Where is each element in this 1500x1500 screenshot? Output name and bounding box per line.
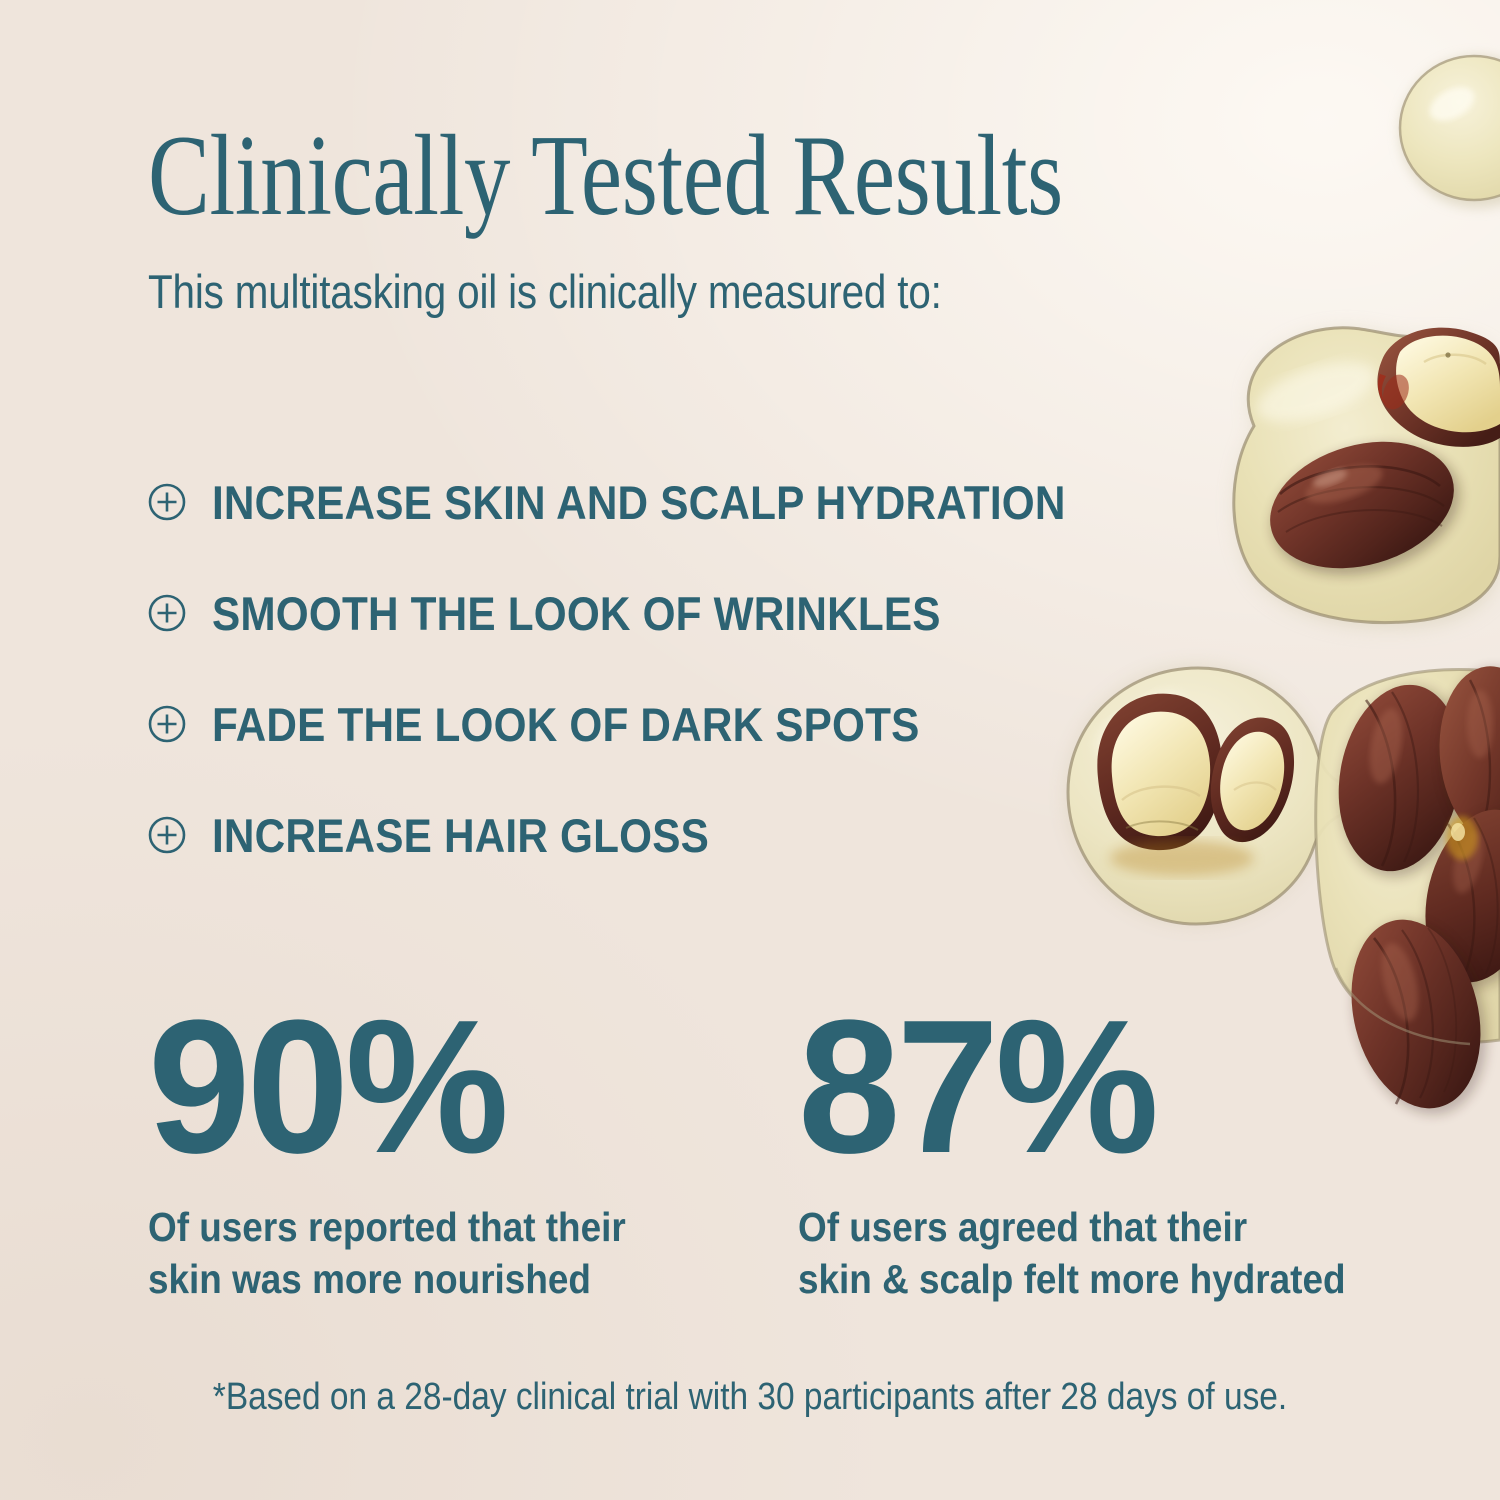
oil-droplet-top-right <box>1398 54 1500 208</box>
benefit-item: SMOOTH THE LOOK OF WRINKLES <box>148 585 1268 641</box>
stat-block-nourished: 90% Of users reported that their skin wa… <box>148 981 798 1306</box>
stat-value: 87% <box>798 981 1159 1193</box>
page-title: Clinically Tested Results <box>148 112 1063 240</box>
stat-block-hydrated: 87% Of users agreed that their skin & sc… <box>798 981 1408 1306</box>
stat-caption: Of users reported that their skin was mo… <box>148 1203 626 1303</box>
benefit-item: INCREASE HAIR GLOSS <box>148 807 1268 863</box>
circled-plus-icon <box>148 816 186 854</box>
stat-value: 90% <box>148 981 509 1193</box>
page-subtitle: This multitasking oil is clinically meas… <box>148 265 942 318</box>
statistics-row: 90% Of users reported that their skin wa… <box>148 981 1408 1306</box>
benefit-label: INCREASE HAIR GLOSS <box>212 808 709 862</box>
jojoba-nut-whole-upper <box>1270 441 1460 576</box>
circled-plus-icon <box>148 594 186 632</box>
benefit-item: FADE THE LOOK OF DARK SPOTS <box>148 696 1268 752</box>
stat-caption: Of users agreed that their skin & scalp … <box>798 1203 1346 1303</box>
footnote-disclaimer: *Based on a 28-day clinical trial with 3… <box>212 1376 1288 1418</box>
circled-plus-icon <box>148 705 186 743</box>
benefit-label: INCREASE SKIN AND SCALP HYDRATION <box>212 475 1066 529</box>
oil-pool-upper <box>1232 326 1500 627</box>
benefit-item: INCREASE SKIN AND SCALP HYDRATION <box>148 474 1268 530</box>
benefit-list: INCREASE SKIN AND SCALP HYDRATION SMOOTH… <box>148 474 1268 863</box>
benefit-label: SMOOTH THE LOOK OF WRINKLES <box>212 586 941 640</box>
circled-plus-icon <box>148 483 186 521</box>
jojoba-nut-cut-upper <box>1377 327 1500 447</box>
benefit-label: FADE THE LOOK OF DARK SPOTS <box>212 697 920 751</box>
